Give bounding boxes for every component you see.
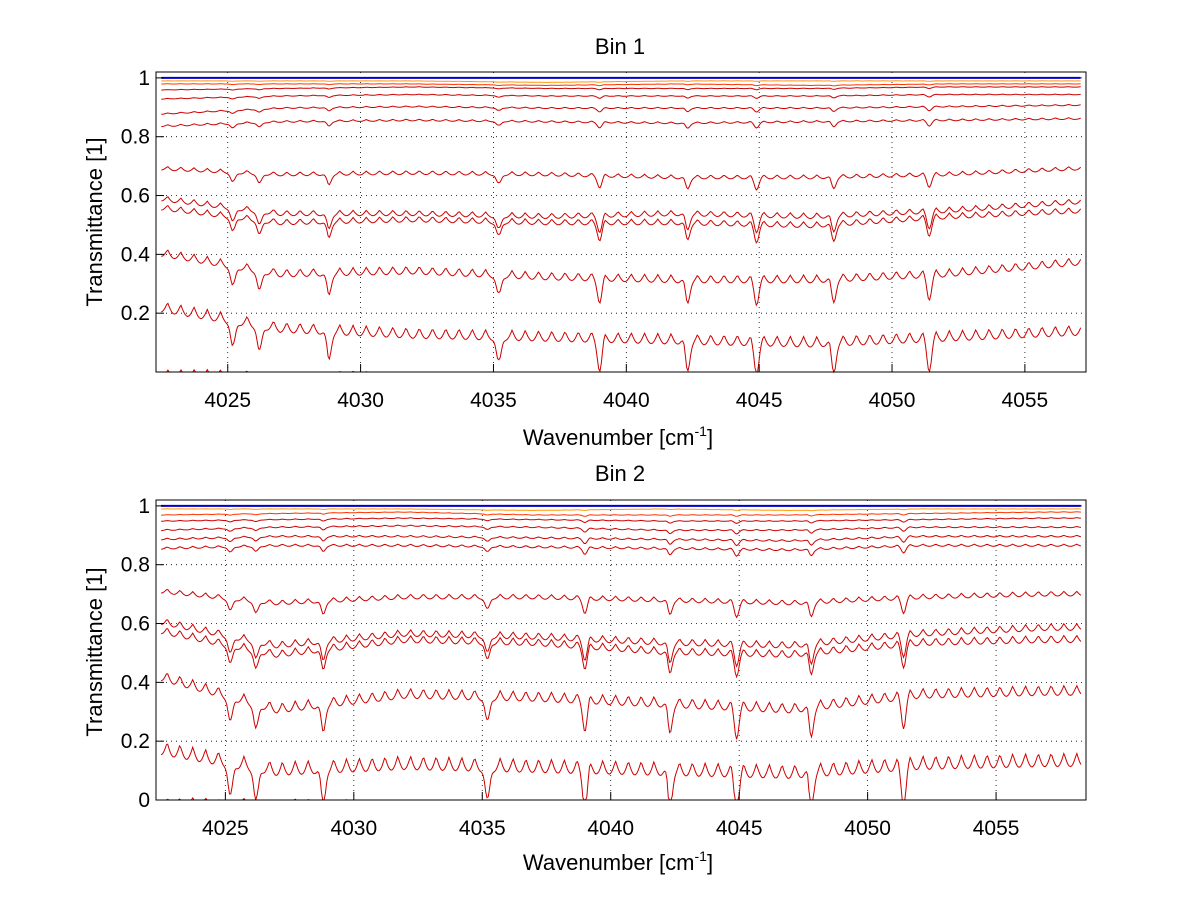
x-tick-label: 4050 — [869, 389, 916, 412]
series-line-8 — [161, 196, 1082, 234]
bin-2-y-ticks: 0 0.2 0.4 0.6 0.8 1 — [121, 495, 164, 812]
series-line-3 — [161, 517, 1081, 524]
bin-2-y-axis-label: Transmittance [1] — [82, 567, 107, 736]
series-line-9 — [161, 204, 1082, 244]
series-line-6 — [161, 117, 1081, 129]
series-line-10 — [160, 673, 1082, 740]
series-line-5 — [161, 534, 1082, 547]
y-tick-label: 1 — [138, 495, 150, 518]
x-tick-label: 4045 — [716, 817, 763, 840]
bin-1-x-axis-label: Wavenumber [cm-1] — [523, 423, 713, 450]
y-tick-label: 0 — [138, 789, 150, 812]
x-tick-label: 4055 — [1002, 389, 1049, 412]
series-line-10 — [161, 249, 1082, 307]
y-tick-label: 0.4 — [121, 671, 151, 694]
series-line-2 — [161, 83, 1081, 87]
series-line-11 — [160, 743, 1082, 801]
series-line-4 — [161, 524, 1082, 535]
bin-1-y-axis-label: Transmittance [1] — [82, 137, 107, 306]
series-line-1 — [161, 80, 1081, 83]
x-tick-label: 4030 — [337, 389, 384, 412]
y-tick-label: 0.6 — [121, 613, 150, 636]
bin-2-series-group — [160, 504, 1082, 801]
x-tick-label: 4040 — [603, 389, 650, 412]
y-tick-label: 1 — [138, 67, 150, 90]
series-line-5 — [161, 103, 1081, 115]
x-tick-label: 4025 — [202, 817, 249, 840]
x-tick-label: 4035 — [470, 389, 517, 412]
bin-1-series-group — [161, 76, 1082, 374]
y-tick-label: 0.6 — [121, 185, 150, 208]
y-tick-label: 0.8 — [121, 126, 150, 149]
series-line-4 — [161, 93, 1081, 100]
bin-1-panel: Bin 1 4025 4030 4035 4040 4045 4050 4055 0.20.… — [82, 34, 1087, 450]
series-line-2 — [161, 511, 1081, 517]
bin-2-x-axis-label: Wavenumber [cm-1] — [523, 848, 713, 875]
series-line-3 — [161, 86, 1081, 91]
series-line-8 — [160, 619, 1082, 668]
bin-1-x-ticks: 4025 4030 4035 4040 4045 4050 4055 — [204, 364, 1048, 412]
x-tick-label: 4025 — [204, 389, 251, 412]
bin-2-title: Bin 2 — [595, 461, 645, 486]
bin-1-plot-area — [155, 71, 1087, 373]
x-tick-label: 4045 — [736, 389, 783, 412]
y-tick-label: 0.8 — [121, 554, 150, 577]
series-line-9 — [160, 628, 1082, 679]
y-tick-label: 0.2 — [121, 730, 150, 753]
bin-2-x-ticks: 4025 4030 4035 4040 4045 4050 4055 — [202, 792, 1019, 840]
x-tick-label: 4030 — [330, 817, 377, 840]
bin-1-title: Bin 1 — [595, 34, 645, 59]
bin-1-y-ticks: 0.2 0.4 0.6 0.8 1 — [121, 67, 164, 325]
series-line-7 — [161, 166, 1082, 191]
series-line-1 — [161, 508, 1081, 512]
series-line-11 — [161, 302, 1082, 374]
x-tick-label: 4050 — [844, 817, 891, 840]
y-tick-label: 0.2 — [121, 302, 150, 325]
x-tick-label: 4040 — [587, 817, 634, 840]
bin-2-plot-area — [155, 499, 1087, 801]
series-line-7 — [160, 588, 1082, 619]
x-tick-label: 4035 — [459, 817, 506, 840]
bin-2-panel: Bin 2 4025 4030 4035 4040 4045 4050 4055 00.20… — [82, 461, 1087, 875]
bin-1-grid — [156, 72, 1086, 372]
series-line-6 — [161, 543, 1082, 557]
y-tick-label: 0.4 — [121, 243, 151, 266]
x-tick-label: 4055 — [973, 817, 1020, 840]
